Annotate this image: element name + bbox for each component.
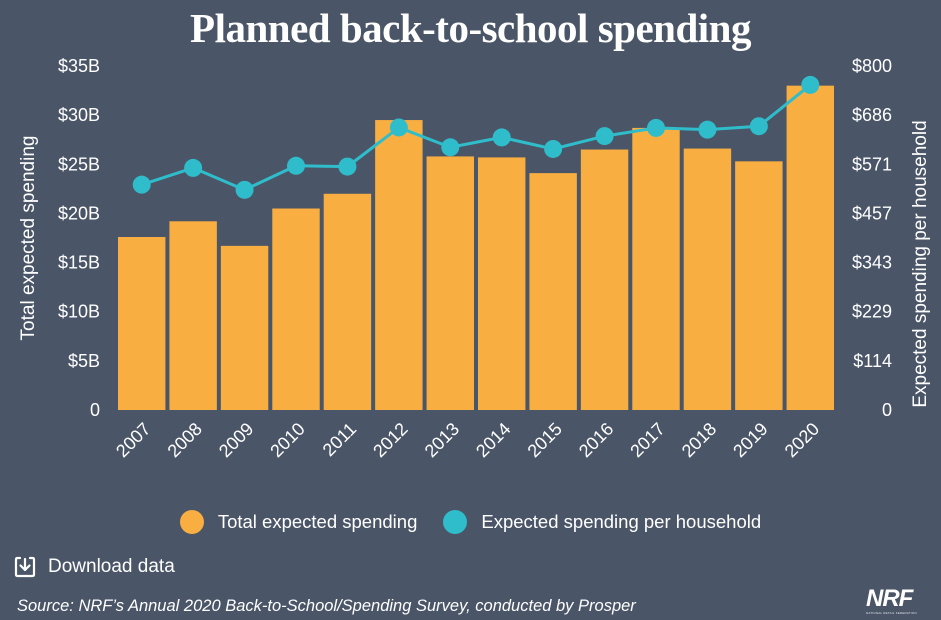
point-2018[interactable] — [698, 120, 717, 139]
left-tick-label: $15B — [58, 253, 100, 273]
source-note: Source: NRF’s Annual 2020 Back-to-School… — [17, 597, 636, 615]
point-2016[interactable] — [595, 127, 614, 146]
left-tick-label: $5B — [68, 351, 100, 371]
point-2015[interactable] — [544, 139, 563, 158]
right-tick-label: $800 — [852, 56, 892, 76]
left-tick-label: $25B — [58, 154, 100, 174]
left-tick-label: 0 — [90, 400, 100, 420]
right-tick-label: $686 — [852, 105, 892, 125]
left-tick-label: $35B — [58, 56, 100, 76]
x-tick-label: 2008 — [164, 419, 206, 461]
bar-2016[interactable] — [580, 149, 629, 411]
point-2017[interactable] — [647, 118, 665, 137]
left-tick-label: $20B — [58, 203, 100, 223]
point-2012[interactable] — [389, 118, 408, 137]
download-data-button[interactable]: Download data — [14, 556, 175, 578]
right-tick-label: $229 — [852, 302, 892, 322]
logo-tagline: NATIONAL RETAIL FEDERATION — [866, 611, 917, 615]
x-tick-label: 2007 — [112, 419, 154, 461]
orange-dot-icon — [179, 510, 204, 534]
right-tick-label: $343 — [852, 253, 892, 273]
point-2019[interactable] — [749, 117, 768, 136]
bar-2007[interactable] — [118, 237, 166, 410]
bar-2008[interactable] — [169, 221, 217, 410]
x-tick-label: 2020 — [781, 419, 823, 461]
x-tick-label: 2012 — [369, 419, 411, 461]
x-tick-label: 2013 — [421, 419, 463, 461]
point-2010[interactable] — [287, 156, 305, 175]
x-tick-label: 2018 — [678, 419, 720, 461]
x-tick-label: 2009 — [215, 419, 257, 461]
legend: Total expected spending Expected spendin… — [0, 510, 941, 534]
right-tick-label: $114 — [853, 351, 892, 371]
x-tick-label: 2016 — [575, 419, 617, 461]
bar-2011[interactable] — [323, 193, 372, 410]
bar-2010[interactable] — [272, 208, 320, 410]
bar-2020[interactable] — [786, 85, 834, 411]
chart-title: Planned back-to-school spending — [190, 5, 751, 51]
point-2020[interactable] — [801, 75, 820, 94]
bar-2014[interactable] — [478, 157, 526, 410]
x-axis-ticks: 2007 2008 2009 2010 2011 2012 2013 2014 2015 2016… — [112, 419, 823, 461]
bar-2019[interactable] — [735, 161, 783, 410]
right-axis-ticks: 0 $114 $229 $343 $457 $571 $686 $800 — [852, 56, 892, 420]
legend-label-household: Expected spending per household — [481, 511, 762, 532]
download-label: Download data — [48, 556, 175, 577]
point-2008[interactable] — [184, 158, 203, 177]
x-tick-label: 2017 — [626, 419, 668, 461]
bar-2009[interactable] — [220, 245, 269, 410]
bar-2018[interactable] — [683, 148, 732, 410]
right-tick-label: $457 — [852, 203, 892, 223]
point-2013[interactable] — [441, 138, 460, 157]
x-tick-label: 2019 — [729, 419, 771, 461]
right-tick-label: 0 — [882, 400, 892, 420]
bar-series — [118, 85, 834, 411]
nrf-logo: NRF NATIONAL RETAIL FEDERATION — [866, 585, 936, 616]
download-icon — [14, 556, 36, 578]
left-tick-label: $10B — [58, 302, 100, 322]
point-2011[interactable] — [338, 157, 357, 176]
bar-2015[interactable] — [529, 173, 577, 410]
teal-dot-icon — [443, 510, 468, 534]
bar-2017[interactable] — [632, 127, 680, 411]
left-axis-label: Total expected spending — [18, 136, 39, 341]
x-tick-label: 2010 — [266, 419, 308, 461]
point-2007[interactable] — [132, 175, 151, 194]
line-series — [132, 75, 820, 199]
left-tick-label: $30B — [58, 105, 100, 125]
bar-2013[interactable] — [426, 156, 474, 410]
logo-text: NRF — [866, 585, 913, 612]
x-tick-label: 2014 — [472, 419, 514, 461]
right-tick-label: $571 — [852, 154, 892, 174]
legend-label-total: Total expected spending — [217, 511, 418, 532]
left-axis-ticks: 0 $5B $10B $15B $20B $25B $30B $35B — [58, 56, 100, 420]
legend-item-total[interactable]: Total expected spending — [179, 510, 418, 534]
bar-2012[interactable] — [375, 120, 423, 411]
combo-chart: 0 $5B $10B $15B $20B $25B $30B $35B 0 $114 $229 $3… — [18, 56, 931, 461]
point-2014[interactable] — [492, 128, 511, 147]
right-axis-label: Expected spending per household — [910, 120, 931, 407]
point-2009[interactable] — [235, 180, 254, 199]
legend-item-household[interactable]: Expected spending per household — [443, 510, 761, 534]
x-tick-label: 2011 — [319, 419, 361, 461]
x-tick-label: 2015 — [524, 419, 566, 461]
